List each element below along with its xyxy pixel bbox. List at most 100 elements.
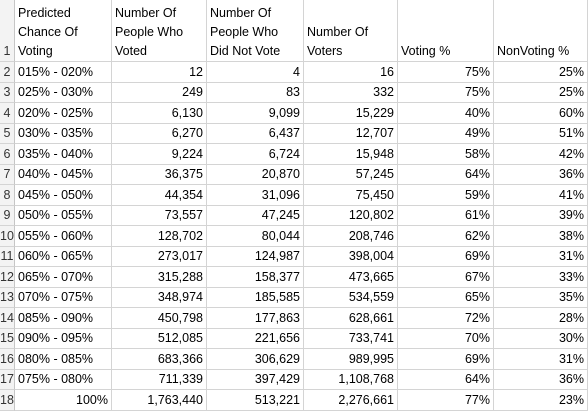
row-header[interactable]: 1 [0,0,15,62]
table-cell[interactable]: 065% - 070% [15,267,112,288]
table-cell[interactable]: 80,044 [207,226,304,247]
table-cell[interactable]: 47,245 [207,205,304,226]
column-header-cell[interactable]: Voting % [398,0,494,62]
table-cell[interactable]: 055% - 060% [15,226,112,247]
table-cell[interactable]: 31% [494,349,588,370]
table-cell[interactable]: 57,245 [304,164,398,185]
table-cell[interactable]: 35% [494,287,588,308]
row-header[interactable]: 9 [0,205,15,226]
row-header[interactable]: 12 [0,267,15,288]
table-cell[interactable]: 628,661 [304,308,398,329]
row-header[interactable]: 17 [0,369,15,390]
table-cell[interactable]: 711,339 [112,369,207,390]
table-cell[interactable]: 015% - 020% [15,62,112,83]
table-cell[interactable]: 158,377 [207,267,304,288]
table-cell[interactable]: 36,375 [112,164,207,185]
table-cell[interactable]: 683,366 [112,349,207,370]
table-cell[interactable]: 733,741 [304,328,398,349]
table-cell[interactable]: 12 [112,62,207,83]
table-cell[interactable]: 513,221 [207,390,304,411]
table-cell[interactable]: 65% [398,287,494,308]
row-header[interactable]: 6 [0,144,15,165]
table-cell[interactable]: 070% - 075% [15,287,112,308]
table-cell[interactable]: 64% [398,164,494,185]
table-cell[interactable]: 060% - 065% [15,246,112,267]
table-cell[interactable]: 120,802 [304,205,398,226]
table-cell[interactable]: 315,288 [112,267,207,288]
table-cell[interactable]: 177,863 [207,308,304,329]
table-cell[interactable]: 38% [494,226,588,247]
table-cell[interactable]: 39% [494,205,588,226]
table-cell[interactable]: 040% - 045% [15,164,112,185]
table-cell[interactable]: 075% - 080% [15,369,112,390]
table-cell[interactable]: 348,974 [112,287,207,308]
table-cell[interactable]: 36% [494,164,588,185]
table-cell[interactable]: 23% [494,390,588,411]
table-cell[interactable]: 306,629 [207,349,304,370]
row-header[interactable]: 15 [0,328,15,349]
row-header[interactable]: 5 [0,123,15,144]
row-header[interactable]: 16 [0,349,15,370]
table-cell[interactable]: 67% [398,267,494,288]
row-header[interactable]: 8 [0,185,15,206]
table-cell[interactable]: 473,665 [304,267,398,288]
table-cell[interactable]: 9,224 [112,144,207,165]
column-header-cell[interactable]: Number Of Voters [304,0,398,62]
table-cell[interactable]: 332 [304,82,398,103]
row-header[interactable]: 4 [0,103,15,124]
row-header[interactable]: 13 [0,287,15,308]
table-cell[interactable]: 035% - 040% [15,144,112,165]
row-header[interactable]: 3 [0,82,15,103]
table-cell[interactable]: 025% - 030% [15,82,112,103]
table-cell[interactable]: 249 [112,82,207,103]
table-cell[interactable]: 59% [398,185,494,206]
table-cell[interactable]: 28% [494,308,588,329]
table-cell[interactable]: 83 [207,82,304,103]
table-cell[interactable]: 41% [494,185,588,206]
table-cell[interactable]: 15,229 [304,103,398,124]
table-cell[interactable]: 534,559 [304,287,398,308]
table-cell[interactable]: 221,656 [207,328,304,349]
table-cell[interactable]: 58% [398,144,494,165]
column-header-cell[interactable]: Predicted Chance Of Voting [15,0,112,62]
table-cell[interactable]: 51% [494,123,588,144]
table-cell[interactable]: 090% - 095% [15,328,112,349]
table-cell[interactable]: 61% [398,205,494,226]
table-cell[interactable]: 44,354 [112,185,207,206]
table-cell[interactable]: 450,798 [112,308,207,329]
table-cell[interactable]: 31,096 [207,185,304,206]
column-header-cell[interactable]: Number Of People Who Voted [112,0,207,62]
table-cell[interactable]: 77% [398,390,494,411]
row-header[interactable]: 7 [0,164,15,185]
table-cell[interactable]: 69% [398,349,494,370]
row-header[interactable]: 18 [0,390,15,411]
table-cell[interactable]: 73,557 [112,205,207,226]
row-header[interactable]: 2 [0,62,15,83]
table-cell[interactable]: 31% [494,246,588,267]
table-cell[interactable]: 2,276,661 [304,390,398,411]
table-cell[interactable]: 398,004 [304,246,398,267]
table-cell[interactable]: 6,724 [207,144,304,165]
table-cell[interactable]: 124,987 [207,246,304,267]
table-cell[interactable]: 1,763,440 [112,390,207,411]
table-cell[interactable]: 15,948 [304,144,398,165]
table-cell[interactable]: 6,437 [207,123,304,144]
table-cell[interactable]: 75% [398,82,494,103]
table-cell[interactable]: 050% - 055% [15,205,112,226]
table-cell[interactable]: 16 [304,62,398,83]
table-cell[interactable]: 36% [494,369,588,390]
table-cell[interactable]: 70% [398,328,494,349]
table-cell[interactable]: 69% [398,246,494,267]
table-cell[interactable]: 25% [494,82,588,103]
table-cell[interactable]: 25% [494,62,588,83]
table-cell[interactable]: 30% [494,328,588,349]
table-cell[interactable]: 208,746 [304,226,398,247]
table-cell[interactable]: 989,995 [304,349,398,370]
table-cell[interactable]: 4 [207,62,304,83]
table-cell[interactable]: 020% - 025% [15,103,112,124]
table-cell[interactable]: 512,085 [112,328,207,349]
row-header[interactable]: 11 [0,246,15,267]
table-cell[interactable]: 40% [398,103,494,124]
column-header-cell[interactable]: Number Of People Who Did Not Vote [207,0,304,62]
